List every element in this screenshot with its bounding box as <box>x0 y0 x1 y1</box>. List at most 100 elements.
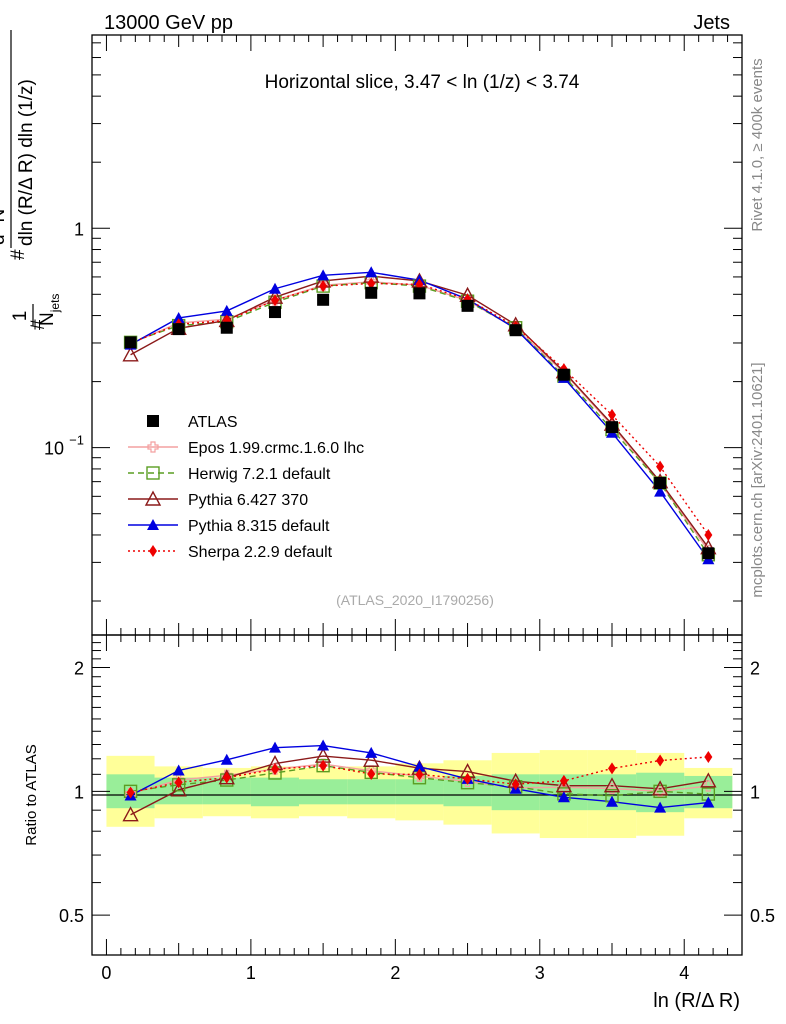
ratio-y-tick-label: 0.5 <box>59 906 84 926</box>
data-point-atlas <box>557 368 570 381</box>
ratio-y-tick-label: 0.5 <box>750 906 775 926</box>
data-point-atlas <box>220 321 233 334</box>
main-axes: 1 10 −1 <box>44 42 742 602</box>
ratio-point-pythia-8-315-default <box>557 791 570 803</box>
x-tick-label: 0 <box>101 963 111 983</box>
analysis-label: (ATLAS_2020_I1790256) <box>336 592 494 608</box>
ratio-point-sherpa-2-2-9-default <box>126 786 135 799</box>
ylabel-numerator: d2 Nemissions <box>0 155 9 245</box>
ratio-point-sherpa-2-2-9-default <box>415 768 424 781</box>
legend-marker-epos-1-99-crmc-1-6-0-lhc <box>147 441 159 453</box>
data-point-atlas <box>317 293 330 306</box>
data-point-atlas <box>172 323 185 336</box>
legend-marker-herwig-7-2-1-default <box>146 466 160 480</box>
rivet-label: Rivet 4.1.0, ≥ 400k events <box>749 58 766 231</box>
x-tick-label: 3 <box>535 963 545 983</box>
y-tick-label: 1 <box>74 219 84 239</box>
ratio-band-inner <box>347 779 396 805</box>
ratio-point-pythia-8-315-default <box>702 796 715 808</box>
data-point-pythia-6-427-370 <box>122 346 139 362</box>
x-tick-label: 1 <box>246 963 256 983</box>
ratio-point-pythia-8-315-default <box>606 795 618 807</box>
ratio-point-pythia-6-427-370 <box>170 781 187 797</box>
legend-label: Pythia 8.315 default <box>188 518 330 535</box>
ylabel-hash-2: # <box>8 249 29 260</box>
legend-marker-pythia-8-315-default <box>147 519 159 530</box>
ratio-point-sherpa-2-2-9-default <box>271 763 280 776</box>
ylabel-hash: # <box>28 319 49 330</box>
ratio-point-pythia-8-315-default <box>365 746 378 758</box>
energy-label: 13000 GeV pp <box>104 12 233 34</box>
ratio-point-pythia-8-315-default <box>654 801 667 813</box>
data-point-pythia-8-315-default <box>269 282 282 294</box>
legend-label: Sherpa 2.2.9 default <box>188 544 333 561</box>
x-axis-label: ln (R/Δ R) <box>653 990 740 1012</box>
data-point-sherpa-2-2-9-default <box>704 528 713 541</box>
x-axis: 0 1 2 3 4 <box>91 35 743 983</box>
ratio-point-sherpa-2-2-9-default <box>367 767 376 780</box>
legend: ATLAS Epos 1.99.crmc.1.6.0 lhc Herwig 7.2.… <box>128 414 364 561</box>
data-point-sherpa-2-2-9-default <box>656 460 665 473</box>
main-series-markers <box>122 266 717 565</box>
ratio-point-pythia-6-427-370 <box>122 806 139 822</box>
main-panel: 1 10 −1 Horizontal slice, 3.47 < ln (1/z) … <box>44 34 743 636</box>
svg-text:#: # <box>28 319 49 330</box>
data-point-atlas <box>606 421 618 434</box>
ratio-series-markers <box>122 739 717 822</box>
ratio-point-herwig-7-2-1-default <box>653 784 667 799</box>
data-point-pythia-8-315-default <box>172 311 185 323</box>
ratio-point-sherpa-2-2-9-default <box>319 759 328 772</box>
y-axis-label: # 1 Njets # d2 Nemissions dln (R/Δ R) dl… <box>0 30 62 330</box>
x-tick-label: 2 <box>390 963 400 983</box>
ratio-point-pythia-8-315-default <box>220 753 233 765</box>
ylabel-one: 1 <box>10 311 31 322</box>
ratio-point-sherpa-2-2-9-default <box>704 750 713 763</box>
legend-label: Epos 1.99.crmc.1.6.0 lhc <box>188 440 364 457</box>
ratio-point-pythia-6-427-370 <box>603 777 621 793</box>
process-label: Jets <box>693 12 730 34</box>
ratio-point-sherpa-2-2-9-default <box>559 774 568 787</box>
x-tick-label: 4 <box>679 963 689 983</box>
data-point-atlas <box>269 306 282 319</box>
ratio-point-sherpa-2-2-9-default <box>174 776 183 789</box>
data-point-atlas <box>509 324 522 337</box>
ratio-y-tick-label: 2 <box>74 659 84 679</box>
data-point-pythia-8-315-default <box>220 304 233 316</box>
data-point-atlas <box>654 477 667 490</box>
ratio-panel: 0.5 0.5 1 1 2 2 <box>59 634 775 956</box>
ratio-y-axis-label: Ratio to ATLAS <box>23 744 40 845</box>
data-point-atlas <box>413 287 426 300</box>
ratio-point-pythia-6-427-370 <box>363 751 380 767</box>
ratio-point-pythia-6-427-370 <box>651 780 669 796</box>
data-point-sherpa-2-2-9-default <box>608 408 616 421</box>
chart-title: Horizontal slice, 3.47 < ln (1/z) < 3.74 <box>265 72 580 93</box>
data-point-sherpa-2-2-9-default <box>271 294 280 307</box>
legend-marker-pythia-6-427-370 <box>144 490 162 506</box>
data-point-atlas <box>702 547 715 560</box>
ratio-band-inner <box>250 777 299 807</box>
mcplots-label: mcplots.cern.ch [arXiv:2401.10621] <box>749 362 766 597</box>
ratio-y-tick-label: 1 <box>74 782 84 802</box>
ratio-point-pythia-6-427-370 <box>700 772 717 788</box>
data-point-atlas <box>461 299 474 312</box>
data-point-pythia-8-315-default <box>365 266 378 278</box>
data-point-pythia-8-315-default <box>317 269 330 281</box>
ratio-y-tick-label: 2 <box>750 659 760 679</box>
y-tick-label: 10 <box>44 439 64 459</box>
ratio-point-sherpa-2-2-9-default <box>222 771 231 784</box>
ratio-point-sherpa-2-2-9-default <box>511 778 520 791</box>
ratio-point-pythia-8-315-default <box>317 739 330 751</box>
legend-label: Herwig 7.2.1 default <box>188 466 331 483</box>
ylabel-njets: Njets <box>37 294 62 326</box>
y-tick-label: −1 <box>69 433 84 448</box>
ratio-band-inner <box>298 779 348 805</box>
data-point-pythia-8-315-default <box>654 485 667 497</box>
ratio-point-sherpa-2-2-9-default <box>463 772 472 785</box>
ratio-point-epos-1-99-crmc-1-6-0-lhc <box>654 785 666 797</box>
ratio-point-pythia-8-315-default <box>413 760 426 772</box>
ratio-band-inner <box>395 779 444 805</box>
data-point-atlas <box>365 286 378 299</box>
ratio-point-pythia-8-315-default <box>172 764 185 776</box>
legend-label: Pythia 6.427 370 <box>188 492 308 509</box>
